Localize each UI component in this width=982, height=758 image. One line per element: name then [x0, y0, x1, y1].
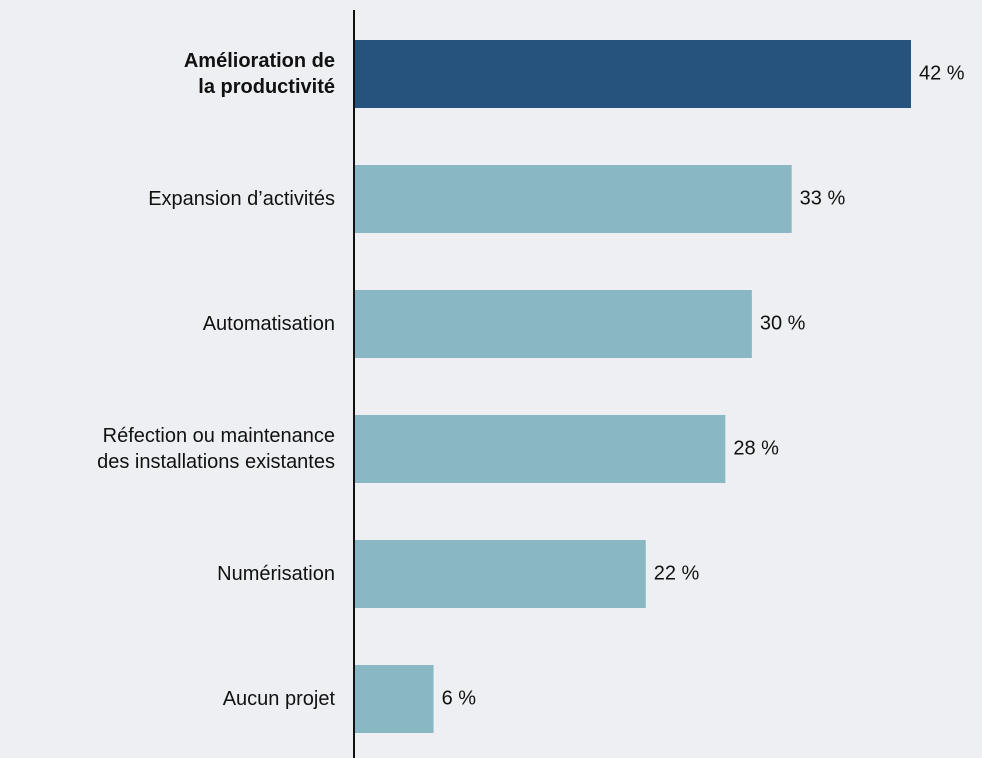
bar [354, 290, 752, 358]
bar [354, 665, 434, 733]
value-label: 33 % [799, 187, 846, 210]
value-label: 28 % [733, 437, 779, 460]
category-label: Réfection ou maintenance des installatio… [97, 425, 335, 473]
value-label: 42 % [919, 62, 965, 85]
bar [354, 40, 911, 108]
value-label: 22 % [653, 562, 700, 585]
bar [354, 540, 646, 608]
category-label: Aucun projet [222, 688, 335, 710]
value-label: 6 % [441, 687, 477, 710]
bar [354, 165, 792, 233]
category-label: Expansion d’activités [148, 188, 335, 210]
category-label: Numérisation [217, 563, 335, 585]
bar [354, 415, 726, 483]
value-label: 30 % [759, 312, 806, 335]
category-label: Amélioration de la productivité [183, 50, 335, 98]
category-label: Automatisation [202, 313, 335, 335]
